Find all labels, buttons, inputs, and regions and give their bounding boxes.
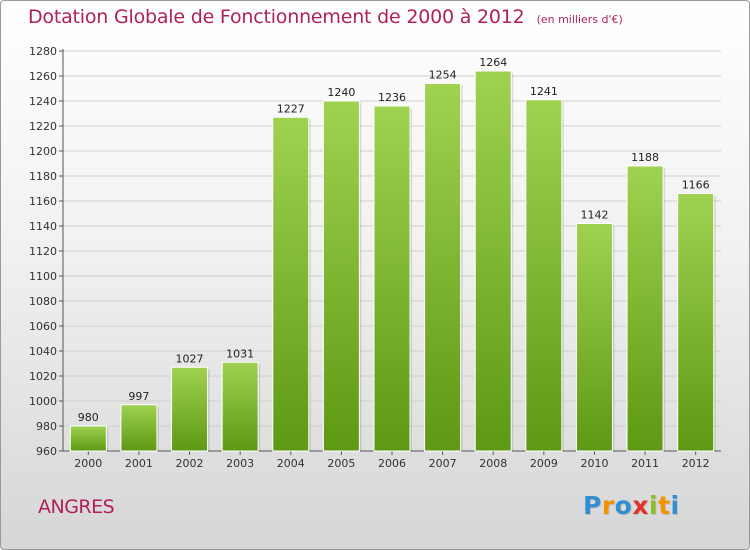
data-label: 1227	[277, 102, 305, 115]
x-tick-label: 2002	[176, 457, 204, 470]
y-tick-label: 1180	[29, 170, 57, 183]
bar	[424, 83, 462, 452]
y-tick-label: 980	[36, 420, 57, 433]
data-label: 1241	[530, 85, 558, 98]
x-tick-label: 2006	[378, 457, 406, 470]
bar	[626, 165, 664, 452]
logo-letter: t	[658, 491, 671, 520]
bar	[272, 116, 310, 452]
data-label: 980	[78, 411, 99, 424]
bar	[525, 99, 563, 452]
x-tick-label: 2010	[580, 457, 608, 470]
y-tick-label: 1120	[29, 245, 57, 258]
y-tick-label: 1240	[29, 95, 57, 108]
logo-letter: r	[601, 491, 615, 520]
x-tick-label: 2007	[429, 457, 457, 470]
data-label: 1142	[580, 209, 608, 222]
x-tick-label: 2005	[327, 457, 355, 470]
x-tick-label: 2011	[631, 457, 659, 470]
bar	[373, 105, 411, 452]
data-label: 1240	[327, 86, 355, 99]
data-label: 1264	[479, 56, 507, 69]
y-tick-label: 1080	[29, 295, 57, 308]
y-tick-label: 1140	[29, 220, 57, 233]
labels: 980 2000 997 2001 1027 2002 1031 2003 1227 2004 12…	[74, 56, 709, 470]
x-tick-label: 2012	[682, 457, 710, 470]
y-tick-label: 1020	[29, 370, 57, 383]
logo-letter: o	[614, 491, 633, 520]
y-tick-label: 1260	[29, 70, 57, 83]
data-label: 1027	[176, 352, 204, 365]
unit-note: (en milliers d'€)	[536, 13, 623, 26]
place-name: ANGRES	[38, 496, 115, 518]
y-tick-label: 1040	[29, 345, 57, 358]
y-tick-label: 1200	[29, 145, 57, 158]
y-tick-label: 960	[36, 445, 57, 458]
chart-title-text: Dotation Globale de Fonctionnement de 20…	[28, 6, 525, 28]
x-tick-label: 2004	[277, 457, 305, 470]
data-label: 1236	[378, 91, 406, 104]
bar	[171, 366, 209, 452]
y-tick-label: 1100	[29, 270, 57, 283]
data-label: 997	[128, 390, 149, 403]
logo-letter: x	[632, 491, 649, 520]
data-label: 1254	[429, 69, 457, 82]
bar	[120, 404, 158, 452]
bar	[575, 223, 613, 452]
bar	[221, 361, 259, 452]
y-tick-label: 1280	[29, 45, 57, 58]
y-tick-label: 1000	[29, 395, 57, 408]
chart-title: Dotation Globale de Fonctionnement de 20…	[28, 6, 623, 28]
logo-letter: P	[583, 491, 602, 520]
logo-letter: i	[670, 491, 680, 520]
x-tick-label: 2001	[125, 457, 153, 470]
bars	[69, 70, 716, 452]
bar	[322, 100, 360, 452]
x-tick-label: 2009	[530, 457, 558, 470]
x-tick-label: 2000	[74, 457, 102, 470]
logo-letter: i	[649, 491, 659, 520]
data-label: 1188	[631, 151, 659, 164]
axes: 960 980 1000 1020 1040 1060 1080 1100 1120 1140 11…	[29, 45, 721, 458]
data-label: 1031	[226, 347, 254, 360]
bar	[69, 425, 107, 452]
y-tick-label: 1060	[29, 320, 57, 333]
data-label: 1166	[682, 179, 710, 192]
x-tick-label: 2003	[226, 457, 254, 470]
bar	[677, 193, 715, 452]
y-tick-label: 1160	[29, 195, 57, 208]
bar	[474, 70, 512, 452]
x-tick-label: 2008	[479, 457, 507, 470]
proxiti-logo: Proxiti	[583, 491, 680, 520]
y-tick-label: 1220	[29, 120, 57, 133]
